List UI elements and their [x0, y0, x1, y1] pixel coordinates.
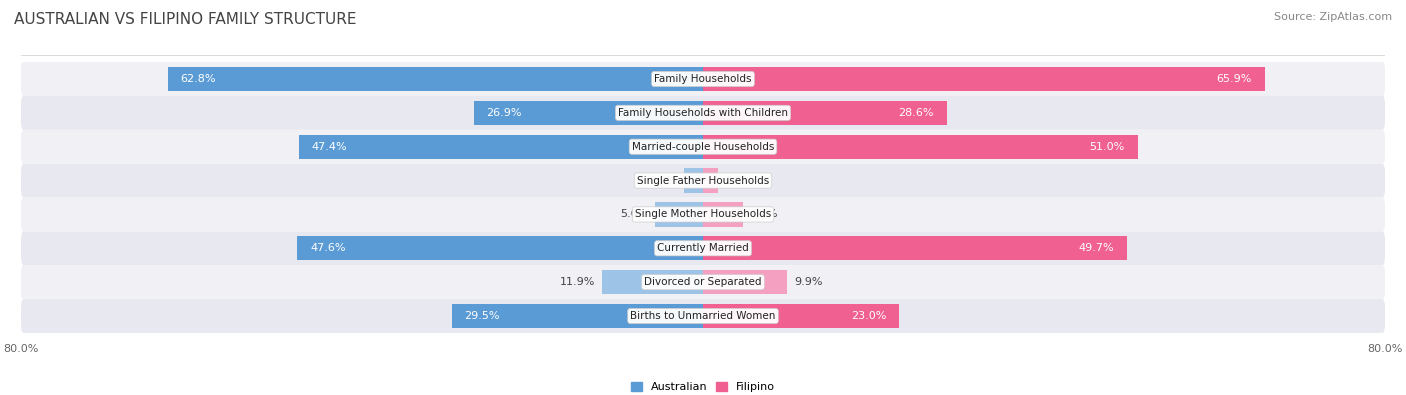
- Bar: [703, 67, 1265, 91]
- Bar: [703, 135, 1137, 159]
- Text: 28.6%: 28.6%: [898, 108, 934, 118]
- Text: Family Households: Family Households: [654, 74, 752, 84]
- Text: Currently Married: Currently Married: [657, 243, 749, 253]
- Text: Single Father Households: Single Father Households: [637, 175, 769, 186]
- FancyBboxPatch shape: [21, 130, 1385, 164]
- Text: Family Households with Children: Family Households with Children: [619, 108, 787, 118]
- Text: 1.8%: 1.8%: [725, 175, 754, 186]
- Bar: [703, 270, 787, 294]
- Bar: [474, 101, 703, 125]
- Text: 4.7%: 4.7%: [749, 209, 779, 220]
- FancyBboxPatch shape: [21, 265, 1385, 299]
- Text: AUSTRALIAN VS FILIPINO FAMILY STRUCTURE: AUSTRALIAN VS FILIPINO FAMILY STRUCTURE: [14, 12, 357, 27]
- Bar: [703, 202, 742, 227]
- Text: 5.6%: 5.6%: [620, 209, 648, 220]
- Text: Single Mother Households: Single Mother Households: [636, 209, 770, 220]
- Bar: [451, 304, 703, 328]
- Bar: [685, 168, 703, 193]
- Text: 51.0%: 51.0%: [1090, 142, 1125, 152]
- Text: 49.7%: 49.7%: [1078, 243, 1114, 253]
- Bar: [703, 304, 898, 328]
- Text: Divorced or Separated: Divorced or Separated: [644, 277, 762, 287]
- Text: Births to Unmarried Women: Births to Unmarried Women: [630, 311, 776, 321]
- FancyBboxPatch shape: [21, 62, 1385, 96]
- Text: 47.4%: 47.4%: [312, 142, 347, 152]
- Bar: [602, 270, 703, 294]
- Bar: [167, 67, 703, 91]
- Text: Source: ZipAtlas.com: Source: ZipAtlas.com: [1274, 12, 1392, 22]
- Text: 2.2%: 2.2%: [650, 175, 678, 186]
- Bar: [299, 135, 703, 159]
- Text: 26.9%: 26.9%: [486, 108, 522, 118]
- Legend: Australian, Filipino: Australian, Filipino: [626, 378, 780, 395]
- Bar: [703, 101, 946, 125]
- Text: 47.6%: 47.6%: [311, 243, 346, 253]
- Bar: [297, 236, 703, 260]
- FancyBboxPatch shape: [21, 231, 1385, 265]
- Bar: [703, 168, 718, 193]
- FancyBboxPatch shape: [21, 198, 1385, 231]
- Text: 62.8%: 62.8%: [180, 74, 217, 84]
- FancyBboxPatch shape: [21, 96, 1385, 130]
- Text: Married-couple Households: Married-couple Households: [631, 142, 775, 152]
- FancyBboxPatch shape: [21, 164, 1385, 198]
- Text: 29.5%: 29.5%: [464, 311, 499, 321]
- Text: 23.0%: 23.0%: [851, 311, 886, 321]
- Text: 9.9%: 9.9%: [794, 277, 823, 287]
- Bar: [655, 202, 703, 227]
- Text: 11.9%: 11.9%: [560, 277, 595, 287]
- FancyBboxPatch shape: [21, 299, 1385, 333]
- Bar: [703, 236, 1126, 260]
- Text: 65.9%: 65.9%: [1216, 74, 1251, 84]
